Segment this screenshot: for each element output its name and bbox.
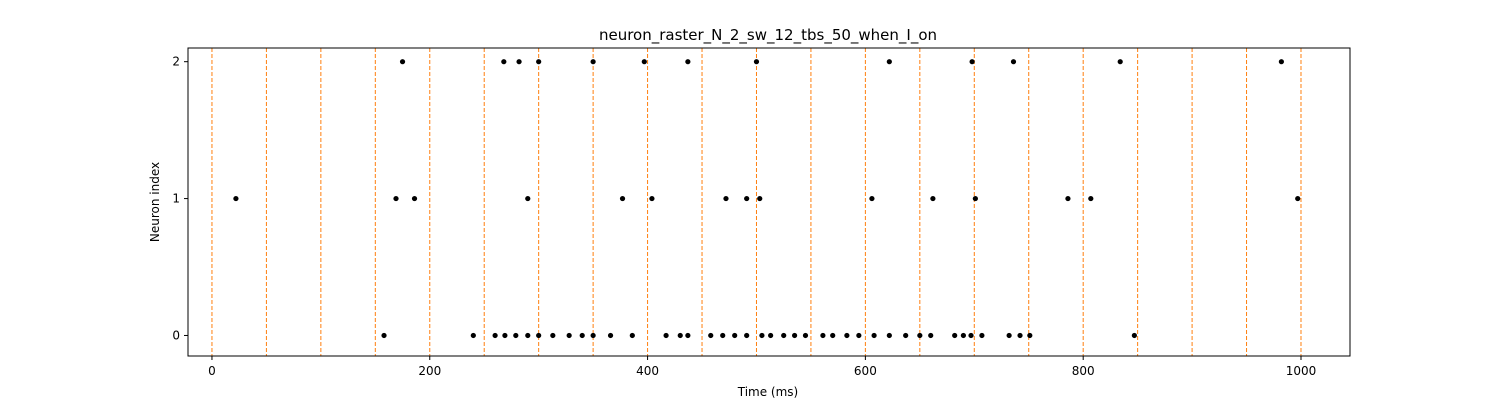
x-tick-label-800: 800 (1072, 364, 1095, 378)
spike-n2-10 (1010, 59, 1017, 65)
spike-n1-3 (525, 195, 531, 202)
spike-n1-8 (757, 195, 763, 202)
y-axis-label: Neuron index (148, 162, 162, 242)
spike-n0-33 (928, 332, 934, 339)
spike-markers (233, 59, 1301, 339)
spike-n1-2 (411, 195, 418, 202)
x-tick-label-200: 200 (418, 364, 441, 378)
spike-n0-8 (566, 332, 572, 339)
spike-n2-8 (886, 59, 892, 65)
spike-n1-0 (233, 195, 239, 202)
spike-n0-38 (1006, 332, 1012, 339)
spike-n0-41 (1131, 332, 1137, 339)
spike-n0-6 (536, 332, 542, 339)
spike-n1-14 (1295, 195, 1301, 202)
spike-n2-5 (641, 59, 647, 65)
spike-n0-19 (744, 332, 750, 339)
spike-n2-9 (969, 59, 975, 65)
x-tick-label-1000: 1000 (1286, 364, 1317, 378)
spike-n0-26 (830, 332, 836, 339)
spike-n1-5 (649, 195, 655, 202)
y-tick-label-0: 0 (172, 328, 180, 342)
spike-n0-27 (844, 332, 850, 339)
spike-n0-36 (968, 332, 974, 339)
spike-n2-2 (516, 59, 522, 65)
spike-n0-22 (781, 332, 787, 339)
x-tick-label-0: 0 (208, 364, 216, 378)
spike-n1-6 (723, 195, 729, 202)
spike-n0-30 (886, 332, 892, 339)
spike-n0-15 (685, 332, 691, 339)
spike-n0-37 (979, 332, 985, 339)
spike-n1-4 (619, 195, 626, 202)
spike-n1-7 (744, 195, 750, 202)
spike-n0-25 (820, 332, 826, 339)
spike-n1-9 (869, 195, 875, 202)
spike-n0-29 (871, 332, 877, 339)
spike-n0-23 (791, 332, 798, 339)
spike-n1-11 (972, 195, 978, 202)
spike-n1-12 (1065, 195, 1071, 202)
spike-n0-21 (768, 332, 774, 339)
plot-frame (187, 47, 1351, 357)
spike-n0-1 (470, 332, 476, 339)
x-tick-label-400: 400 (636, 364, 659, 378)
spike-n0-17 (720, 332, 726, 339)
spike-n2-1 (501, 59, 507, 65)
spike-n2-7 (753, 59, 760, 65)
spike-n2-6 (685, 59, 691, 65)
spike-n0-16 (708, 332, 714, 339)
spike-n2-11 (1117, 59, 1123, 65)
spike-n1-1 (393, 195, 399, 202)
y-axis-ticks: 0 1 2 (172, 55, 188, 342)
spike-n0-3 (502, 332, 508, 339)
spike-n0-28 (856, 332, 862, 339)
spike-n0-32 (917, 332, 923, 339)
spike-n0-4 (513, 332, 519, 339)
spike-n0-11 (607, 332, 614, 339)
reference-lines (211, 48, 1302, 356)
spike-n2-0 (399, 59, 406, 65)
spike-n0-9 (579, 332, 585, 339)
x-axis-ticks: 0 200 400 600 800 1000 (208, 356, 1316, 378)
spike-n0-40 (1027, 332, 1033, 339)
spike-n2-12 (1278, 59, 1284, 65)
spike-n1-13 (1088, 195, 1094, 202)
spike-n0-0 (381, 332, 387, 339)
spike-n0-7 (550, 332, 556, 339)
spike-n0-35 (960, 332, 966, 339)
spike-n0-10 (590, 332, 596, 339)
spike-n2-4 (590, 59, 596, 65)
spike-n0-2 (492, 332, 498, 339)
spike-n0-31 (903, 332, 909, 339)
spike-n0-14 (677, 332, 683, 339)
spike-n0-39 (1017, 332, 1023, 339)
x-tick-label-600: 600 (854, 364, 877, 378)
spike-n1-10 (930, 195, 936, 202)
spike-n0-24 (802, 332, 809, 339)
spike-n0-20 (759, 332, 765, 339)
y-tick-label-2: 2 (172, 55, 180, 69)
spike-n0-18 (732, 332, 738, 339)
chart-title: neuron_raster_N_2_sw_12_tbs_50_when_I_on (599, 26, 937, 45)
y-tick-label-1: 1 (172, 192, 180, 206)
spike-n0-13 (663, 332, 669, 339)
x-axis-label: Time (ms) (737, 385, 799, 399)
spike-n0-12 (629, 332, 635, 339)
spike-n2-3 (536, 59, 542, 65)
spike-n0-5 (525, 332, 531, 339)
spike-n0-34 (952, 332, 958, 339)
